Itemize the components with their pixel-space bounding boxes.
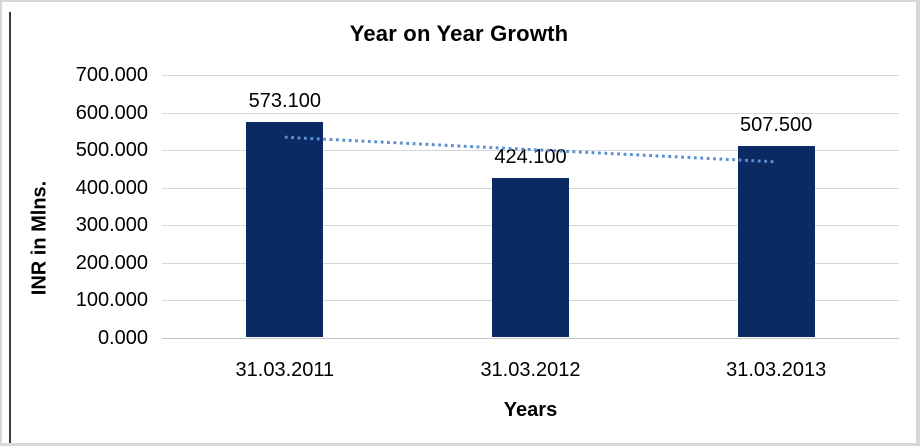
gridline <box>162 75 899 76</box>
gridline <box>162 338 899 339</box>
chart-title: Year on Year Growth <box>349 21 569 46</box>
bar-31.03.2013 <box>737 146 815 337</box>
gridline <box>162 112 899 114</box>
y-tick-label: 300.000 <box>75 214 148 237</box>
bar-data-label: 507.500 <box>740 114 813 137</box>
gridline <box>162 150 899 152</box>
left-border-rule <box>9 12 11 443</box>
y-tick-label: 100.000 <box>75 289 148 312</box>
bar-31.03.2012 <box>492 177 569 337</box>
bar-31.03.2011 <box>246 121 324 337</box>
x-tick-label: 31.03.2011 <box>235 359 335 381</box>
plot-area: 573.100 424.100 507.500 <box>162 75 899 339</box>
bar-data-label: 573.100 <box>248 89 321 112</box>
y-tick-label: 600.000 <box>75 101 148 124</box>
y-tick-label: 700.000 <box>75 64 148 86</box>
trendline <box>284 135 777 164</box>
y-tick-label: 200.000 <box>75 251 148 274</box>
y-tick-label: 400.000 <box>75 176 148 199</box>
y-tick-label: 500.000 <box>75 139 148 162</box>
y-tick-label: 0.000 <box>97 327 148 349</box>
x-tick-label: 31.03.2012 <box>480 359 581 381</box>
x-tick-label: 31.03.2013 <box>726 359 827 381</box>
x-axis-title: Years <box>503 399 558 421</box>
